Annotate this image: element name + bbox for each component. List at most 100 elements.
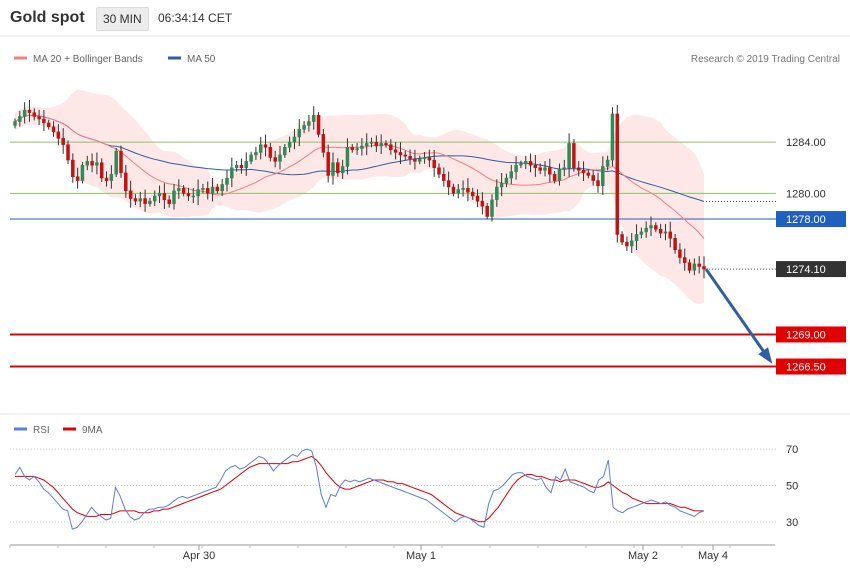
candle-body (678, 249, 682, 258)
candle (292, 129, 297, 150)
candle-body (687, 262, 692, 271)
candle (654, 222, 658, 233)
candle (519, 160, 523, 169)
candle-body (697, 263, 701, 267)
candle (393, 141, 398, 160)
candle-body (167, 199, 171, 204)
candle (196, 179, 200, 206)
candle (234, 160, 239, 172)
candle-body (109, 173, 114, 181)
bollinger-bands-layer (15, 89, 704, 305)
x-tick-label: May 1 (406, 550, 436, 562)
candle-body (490, 199, 494, 217)
candle (629, 233, 634, 254)
candle (379, 134, 383, 155)
candle (605, 155, 610, 171)
candle-body (302, 125, 306, 130)
candle (557, 163, 562, 186)
candle (408, 149, 412, 165)
candle (244, 152, 249, 176)
candle (316, 111, 321, 138)
candle (658, 223, 663, 239)
level-1266-50-label: 1266.50 (786, 362, 826, 374)
legend-label-9ma: 9MA (82, 425, 103, 436)
candle (586, 169, 591, 179)
candle-body (649, 225, 653, 229)
legend-label-rsi: RSI (33, 425, 50, 436)
candle (417, 155, 422, 165)
candle-body (42, 118, 46, 124)
candle-body (71, 159, 75, 177)
candle (601, 156, 605, 195)
candle (644, 221, 648, 238)
candle (18, 110, 22, 127)
candle-body (374, 141, 379, 147)
instrument-title: Gold spot (10, 9, 85, 26)
candle-body (32, 112, 37, 117)
candle-body (470, 191, 475, 197)
candle (350, 144, 355, 153)
candle-body (625, 241, 629, 247)
candle-body (446, 180, 451, 188)
candle (114, 147, 118, 178)
x-tick-label: May 4 (698, 550, 728, 562)
timeframe-selector[interactable]: 30 MIN (96, 7, 149, 31)
candle (186, 187, 191, 201)
candle (225, 170, 229, 192)
candle (581, 161, 586, 181)
candle-body (90, 161, 94, 166)
candle-body (461, 188, 465, 190)
candle-body (230, 167, 234, 179)
candle-body (191, 195, 196, 198)
candle (422, 151, 427, 164)
candle-body (576, 167, 581, 171)
candle (432, 149, 436, 177)
candle-body (162, 193, 167, 201)
rsi-tick-50: 50 (786, 480, 798, 492)
candle (702, 256, 706, 279)
candle-body (307, 121, 311, 126)
candle-body (586, 172, 591, 176)
candle-body (157, 193, 162, 197)
candle-body (422, 157, 427, 160)
candle (51, 121, 56, 137)
candle (336, 158, 340, 177)
candle-body (133, 198, 138, 202)
candle (625, 236, 629, 251)
candle-body (119, 150, 123, 174)
candle (480, 192, 485, 215)
candle (340, 159, 345, 179)
candle (143, 189, 147, 212)
candle-body (336, 162, 340, 174)
candle (263, 134, 268, 157)
candle-body (331, 162, 335, 176)
candle (345, 138, 350, 175)
candle-body (417, 158, 422, 162)
candle (273, 150, 277, 168)
moving-averages-layer (14, 114, 776, 239)
candle-body (345, 146, 350, 167)
candle (499, 173, 504, 197)
candle (567, 133, 571, 177)
candle (649, 216, 653, 237)
candle-body (186, 193, 191, 197)
candle (576, 161, 581, 177)
candle-body (504, 177, 509, 184)
candle-body (543, 167, 547, 171)
projection-arrow-layer (704, 268, 773, 364)
candle-body (548, 167, 552, 175)
candle (307, 114, 311, 132)
candle-body (654, 225, 658, 230)
candle-body (114, 150, 118, 175)
candle (538, 163, 542, 175)
candle (533, 155, 538, 177)
candle-body (80, 164, 85, 181)
candle-body (124, 172, 128, 192)
candle-body (451, 186, 456, 194)
ma50-line (14, 114, 705, 202)
candle-body (196, 189, 200, 197)
candle-body (562, 167, 567, 170)
candle-body (263, 144, 268, 148)
candle-body (172, 190, 176, 204)
